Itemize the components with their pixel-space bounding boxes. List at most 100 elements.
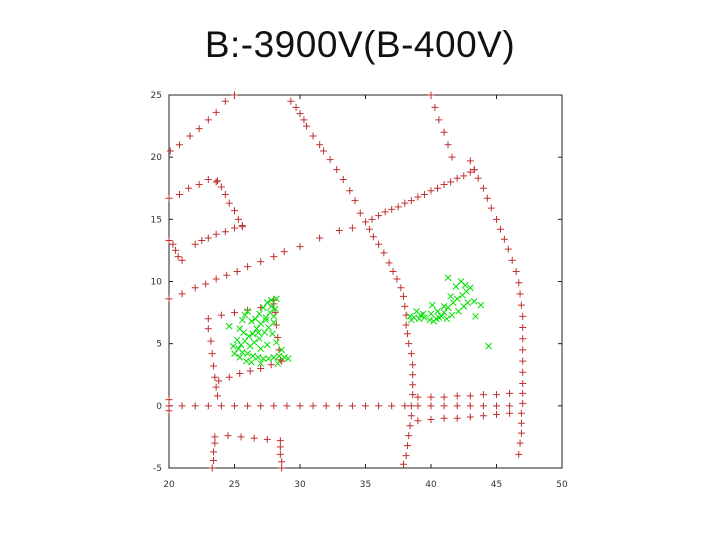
data-point-plus bbox=[191, 402, 199, 410]
data-point-plus bbox=[244, 263, 252, 271]
data-point-plus bbox=[403, 330, 411, 338]
data-point-plus bbox=[403, 442, 411, 450]
data-point-cross bbox=[271, 305, 279, 313]
data-point-plus bbox=[368, 215, 376, 223]
data-point-plus bbox=[237, 433, 245, 441]
data-point-plus bbox=[414, 193, 422, 201]
plot-marks bbox=[165, 91, 527, 472]
data-point-cross bbox=[253, 325, 261, 333]
data-point-plus bbox=[292, 103, 300, 111]
data-point-plus bbox=[178, 256, 186, 264]
data-point-plus bbox=[448, 153, 456, 161]
data-point-plus bbox=[388, 402, 396, 410]
data-point-plus bbox=[320, 147, 328, 155]
data-point-cross bbox=[263, 341, 271, 349]
data-point-plus bbox=[431, 103, 439, 111]
data-point-cross bbox=[248, 317, 255, 325]
plot-frame bbox=[168, 94, 563, 469]
data-point-plus bbox=[397, 284, 405, 292]
data-point-cross bbox=[241, 311, 249, 319]
data-point-cross bbox=[265, 355, 272, 362]
data-point-cross bbox=[273, 339, 280, 346]
data-point-plus bbox=[506, 409, 514, 417]
x-tick-label: 35 bbox=[360, 480, 371, 490]
data-point-plus bbox=[519, 399, 527, 407]
data-point-plus bbox=[217, 402, 225, 410]
data-point-plus bbox=[309, 402, 317, 410]
data-point-plus bbox=[238, 222, 246, 230]
data-point-cross bbox=[464, 299, 472, 306]
data-point-plus bbox=[388, 205, 396, 213]
data-point-plus bbox=[401, 402, 409, 410]
data-point-plus bbox=[506, 402, 514, 410]
data-point-cross bbox=[428, 301, 436, 309]
data-point-plus bbox=[198, 236, 206, 244]
data-point-plus bbox=[223, 271, 231, 279]
y-tick-label: 5 bbox=[156, 340, 162, 350]
data-point-plus bbox=[225, 373, 233, 381]
data-point-plus bbox=[348, 402, 356, 410]
data-point-plus bbox=[493, 215, 500, 223]
data-point-cross bbox=[461, 281, 469, 289]
data-point-plus bbox=[213, 392, 221, 400]
data-point-plus bbox=[165, 295, 173, 303]
data-point-plus bbox=[517, 429, 525, 437]
data-point-plus bbox=[276, 450, 284, 458]
y-tick-label: 20 bbox=[151, 153, 163, 163]
data-point-plus bbox=[263, 435, 271, 443]
data-point-plus bbox=[427, 393, 435, 401]
data-point-plus bbox=[221, 190, 229, 198]
data-point-plus bbox=[407, 350, 415, 358]
data-point-plus bbox=[212, 275, 220, 283]
data-point-cross bbox=[233, 336, 241, 344]
data-point-plus bbox=[208, 464, 216, 472]
data-point-plus bbox=[246, 367, 254, 375]
data-point-plus bbox=[447, 178, 455, 186]
data-point-cross bbox=[267, 296, 275, 304]
data-point-plus bbox=[444, 141, 452, 149]
data-point-plus bbox=[365, 225, 373, 233]
x-tick-label: 45 bbox=[491, 480, 502, 490]
data-point-plus bbox=[210, 448, 218, 456]
data-point-plus bbox=[440, 393, 448, 401]
data-point-plus bbox=[389, 268, 397, 276]
data-point-plus bbox=[211, 373, 219, 381]
x-tick-label: 30 bbox=[294, 480, 306, 490]
x-tick-label: 25 bbox=[229, 480, 240, 490]
data-point-cross bbox=[406, 312, 414, 320]
data-point-cross bbox=[443, 315, 451, 323]
data-point-plus bbox=[165, 236, 173, 244]
data-point-cross bbox=[273, 295, 280, 303]
data-point-cross bbox=[244, 307, 251, 315]
data-point-cross bbox=[256, 310, 263, 318]
data-point-plus bbox=[296, 110, 304, 118]
data-point-plus bbox=[362, 402, 369, 410]
data-point-cross bbox=[477, 301, 485, 309]
data-point-cross bbox=[246, 342, 254, 350]
data-point-plus bbox=[175, 141, 183, 149]
data-point-plus bbox=[208, 350, 216, 358]
data-point-plus bbox=[409, 391, 417, 399]
data-point-plus bbox=[466, 157, 474, 165]
data-point-plus bbox=[339, 176, 347, 184]
data-point-cross bbox=[259, 304, 267, 311]
data-point-plus bbox=[519, 346, 527, 354]
data-point-plus bbox=[405, 432, 413, 440]
plot-axes: 20 25 30 35 40 45 50 -5 0 5 10 15 20 25 bbox=[151, 91, 568, 490]
x-tick-label: 50 bbox=[556, 480, 568, 490]
data-point-plus bbox=[231, 207, 238, 215]
data-point-plus bbox=[210, 362, 218, 370]
data-point-plus bbox=[204, 116, 212, 124]
data-point-cross bbox=[274, 360, 282, 367]
data-point-plus bbox=[316, 234, 324, 242]
data-point-plus bbox=[335, 227, 343, 235]
data-point-plus bbox=[212, 108, 220, 116]
data-point-plus bbox=[316, 141, 324, 149]
data-point-cross bbox=[257, 360, 265, 367]
data-point-plus bbox=[351, 197, 359, 205]
data-point-cross bbox=[239, 316, 246, 324]
data-point-plus bbox=[399, 460, 407, 468]
data-point-plus bbox=[231, 309, 238, 317]
data-point-plus bbox=[267, 361, 275, 369]
